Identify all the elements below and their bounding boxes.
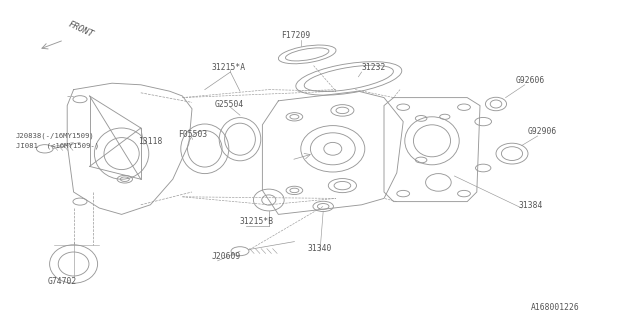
Text: J20838(-/16MY1509): J20838(-/16MY1509): [16, 133, 95, 139]
Text: A168001226: A168001226: [531, 303, 580, 312]
Text: 31232: 31232: [362, 63, 386, 72]
Text: 31215*B: 31215*B: [240, 217, 274, 226]
Text: J20609: J20609: [211, 252, 241, 261]
Text: 31340: 31340: [307, 244, 332, 253]
Text: FRONT: FRONT: [67, 20, 95, 39]
Text: G25504: G25504: [214, 100, 244, 109]
Text: JI081  (<16MY1509-): JI081 (<16MY1509-): [16, 142, 99, 149]
Text: G92906: G92906: [528, 127, 557, 136]
Text: 31215*A: 31215*A: [211, 63, 245, 72]
Text: G92606: G92606: [515, 76, 545, 85]
Text: 13118: 13118: [138, 137, 162, 146]
Text: F17209: F17209: [282, 31, 311, 40]
Text: 31384: 31384: [518, 201, 543, 210]
Text: G74702: G74702: [48, 277, 77, 286]
Text: F05503: F05503: [178, 130, 207, 139]
